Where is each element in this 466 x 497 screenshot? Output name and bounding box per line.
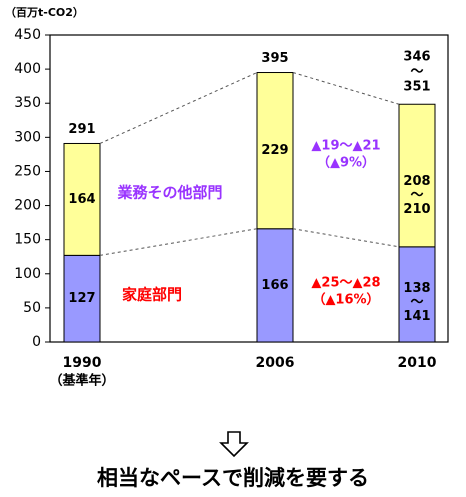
reduction-annotation: ▲19～▲21 (311, 139, 380, 154)
y-tick-label: 400 (14, 61, 41, 77)
value-label-commercial: 208 (403, 174, 430, 189)
y-tick-label: 450 (14, 27, 41, 43)
value-label-household: 127 (68, 291, 95, 306)
bar-segment-household (398, 246, 436, 343)
total-label: 346 (403, 50, 430, 65)
y-tick-label: 250 (14, 163, 41, 179)
bar-segment-commercial (256, 72, 294, 230)
trend-line-total (292, 72, 400, 105)
bar-segment-commercial (398, 103, 436, 248)
trend-line-total (99, 72, 258, 144)
value-label-household: 166 (261, 278, 288, 293)
x-tick-label: 1990 (63, 355, 102, 371)
value-label-commercial: 210 (403, 202, 430, 217)
total-label: ～ (410, 65, 423, 80)
x-tick-sublabel: （基準年） (49, 373, 114, 389)
emissions-chart: （百万t-CO2） 0 50 100 150 200 250 300 350 400 450 127 1… (5, 6, 449, 389)
reduction-annotation: （▲16%） (312, 292, 379, 308)
plot-frame (49, 34, 449, 343)
total-label: 395 (261, 51, 288, 66)
conclusion-caption: 相当なペースで削減を要する (97, 466, 369, 490)
total-label: 291 (68, 122, 95, 137)
value-label-commercial: ～ (410, 188, 423, 203)
total-label: 351 (403, 80, 430, 95)
bar-segment-household (256, 228, 294, 343)
y-tick-label: 300 (14, 129, 41, 145)
reduction-annotation: （▲9%） (317, 155, 375, 171)
value-label-household: 141 (403, 309, 430, 324)
y-tick-label: 350 (14, 95, 41, 111)
y-tick-label: 50 (23, 300, 41, 316)
value-label-commercial: 229 (261, 143, 288, 158)
reduction-annotation: ▲25～▲28 (311, 276, 380, 291)
trend-line-household (292, 228, 400, 248)
y-tick-label: 150 (14, 232, 41, 248)
y-tick-label: 100 (14, 266, 41, 282)
series-label-commercial: 業務その他部門 (116, 184, 222, 202)
value-label-commercial: 164 (68, 192, 95, 207)
x-tick-label: 2010 (398, 355, 437, 371)
value-label-household: 138 (403, 281, 430, 296)
y-unit-label: （百万t-CO2） (5, 6, 84, 19)
y-tick-label: 0 (32, 334, 41, 350)
bar-segment-commercial (63, 142, 101, 256)
series-label-household: 家庭部門 (122, 286, 182, 304)
y-tick-label: 200 (14, 198, 41, 214)
trend-line-household (99, 228, 258, 256)
x-tick-label: 2006 (256, 355, 295, 371)
down-arrow-icon (219, 431, 249, 458)
value-label-household: ～ (410, 295, 423, 310)
